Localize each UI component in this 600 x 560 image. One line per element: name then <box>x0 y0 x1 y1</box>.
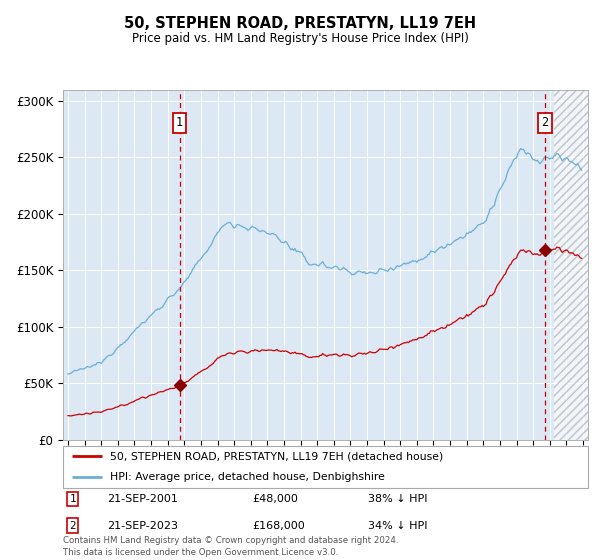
Text: 34% ↓ HPI: 34% ↓ HPI <box>367 521 427 531</box>
Text: 50, STEPHEN ROAD, PRESTATYN, LL19 7EH: 50, STEPHEN ROAD, PRESTATYN, LL19 7EH <box>124 16 476 31</box>
Text: £48,000: £48,000 <box>252 494 298 504</box>
Text: 50, STEPHEN ROAD, PRESTATYN, LL19 7EH (detached house): 50, STEPHEN ROAD, PRESTATYN, LL19 7EH (d… <box>110 451 443 461</box>
Bar <box>554 90 588 440</box>
Text: 21-SEP-2023: 21-SEP-2023 <box>107 521 179 531</box>
Text: 21-SEP-2001: 21-SEP-2001 <box>107 494 179 504</box>
Text: £168,000: £168,000 <box>252 521 305 531</box>
Text: 1: 1 <box>176 116 183 129</box>
Text: 2: 2 <box>69 521 76 531</box>
Text: 2: 2 <box>542 116 548 129</box>
Text: 38% ↓ HPI: 38% ↓ HPI <box>367 494 427 504</box>
Text: Contains HM Land Registry data © Crown copyright and database right 2024.
This d: Contains HM Land Registry data © Crown c… <box>63 536 398 557</box>
Text: Price paid vs. HM Land Registry's House Price Index (HPI): Price paid vs. HM Land Registry's House … <box>131 32 469 45</box>
FancyBboxPatch shape <box>63 446 588 488</box>
Text: HPI: Average price, detached house, Denbighshire: HPI: Average price, detached house, Denb… <box>110 473 385 482</box>
Text: 1: 1 <box>69 494 76 504</box>
